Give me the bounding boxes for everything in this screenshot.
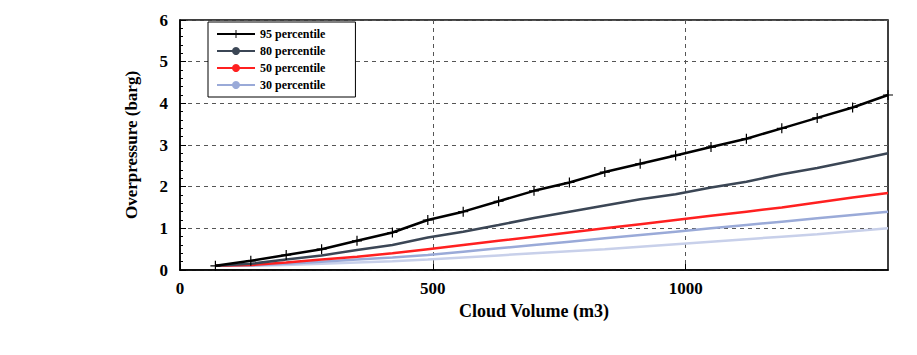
svg-text:80 percentile: 80 percentile: [260, 44, 326, 58]
svg-text:4: 4: [160, 94, 169, 113]
svg-text:30 percentile: 30 percentile: [260, 78, 326, 92]
svg-text:50 percentile: 50 percentile: [260, 61, 326, 75]
svg-text:0: 0: [160, 261, 169, 280]
svg-text:6: 6: [160, 11, 169, 30]
svg-text:500: 500: [420, 279, 446, 298]
svg-text:Cloud Volume (m3): Cloud Volume (m3): [459, 301, 609, 322]
svg-text:95 percentile: 95 percentile: [260, 27, 326, 41]
svg-text:5: 5: [160, 52, 169, 71]
svg-text:0: 0: [176, 279, 185, 298]
svg-text:3: 3: [160, 136, 169, 155]
svg-text:1000: 1000: [669, 279, 703, 298]
svg-text:2: 2: [160, 177, 169, 196]
svg-text:Overpressure (barg): Overpressure (barg): [122, 71, 141, 219]
svg-text:1: 1: [160, 219, 169, 238]
